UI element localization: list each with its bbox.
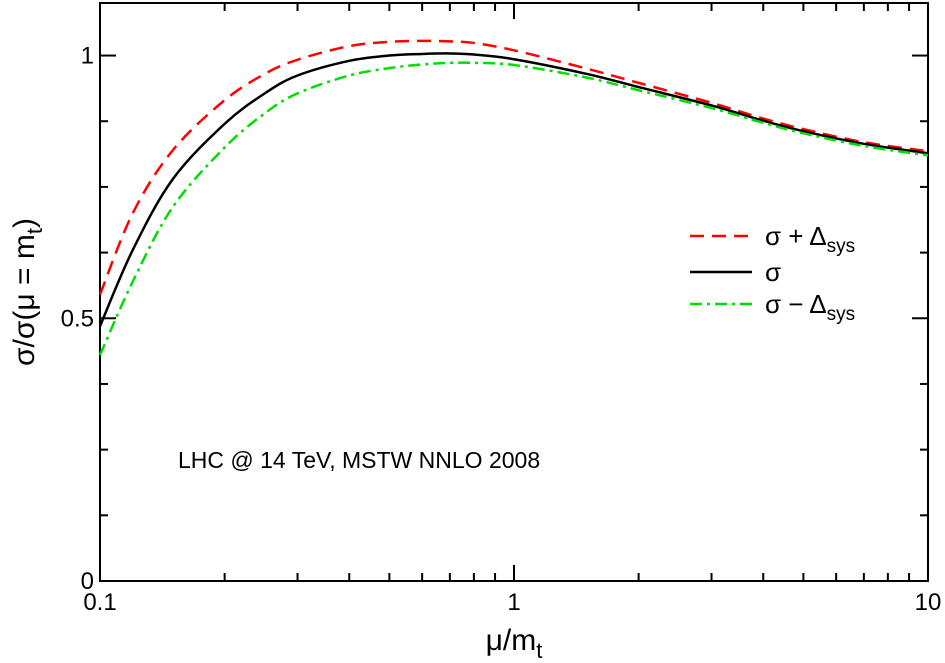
y-tick-label: 0 <box>81 568 94 595</box>
x-tick-label: 1 <box>507 589 520 616</box>
y-axis-label-tail: ) <box>8 218 41 228</box>
legend-label-1-main: σ <box>765 257 781 287</box>
legend-label-0: σ + Δsys <box>765 221 855 257</box>
series-group <box>98 39 929 356</box>
x-axis-label-sub: t <box>536 638 542 663</box>
y-axis-label-main: σ/σ(μ = m <box>8 234 41 366</box>
x-tick-label: 10 <box>915 589 942 616</box>
x-tick-label: 0.1 <box>83 589 116 616</box>
series-line-2 <box>98 61 929 356</box>
legend: σ + Δsys σ σ − Δsys <box>690 221 855 325</box>
legend-label-0-main: σ + Δ <box>765 221 827 251</box>
series-line-1 <box>98 52 929 327</box>
series-line-0 <box>98 39 929 296</box>
legend-label-2: σ − Δsys <box>765 289 855 325</box>
y-axis-label: σ/σ(μ = mt) <box>8 218 47 366</box>
x-axis-label: μ/mt <box>486 624 543 663</box>
y-tick-label: 0.5 <box>61 305 94 332</box>
legend-label-1: σ <box>765 257 781 287</box>
y-tick-label: 1 <box>81 43 94 70</box>
annotation-text: LHC @ 14 TeV, MSTW NNLO 2008 <box>178 447 540 473</box>
legend-label-0-sub: sys <box>827 236 856 257</box>
legend-label-2-main: σ − Δ <box>765 289 827 319</box>
tick-labels: 0.1 1 10 0 0.5 1 <box>61 43 942 616</box>
tick-marks <box>99 3 928 582</box>
x-axis-label-main: μ/m <box>486 624 537 657</box>
legend-label-2-sub: sys <box>827 304 856 325</box>
y-axis-label-sub: t <box>22 228 47 234</box>
